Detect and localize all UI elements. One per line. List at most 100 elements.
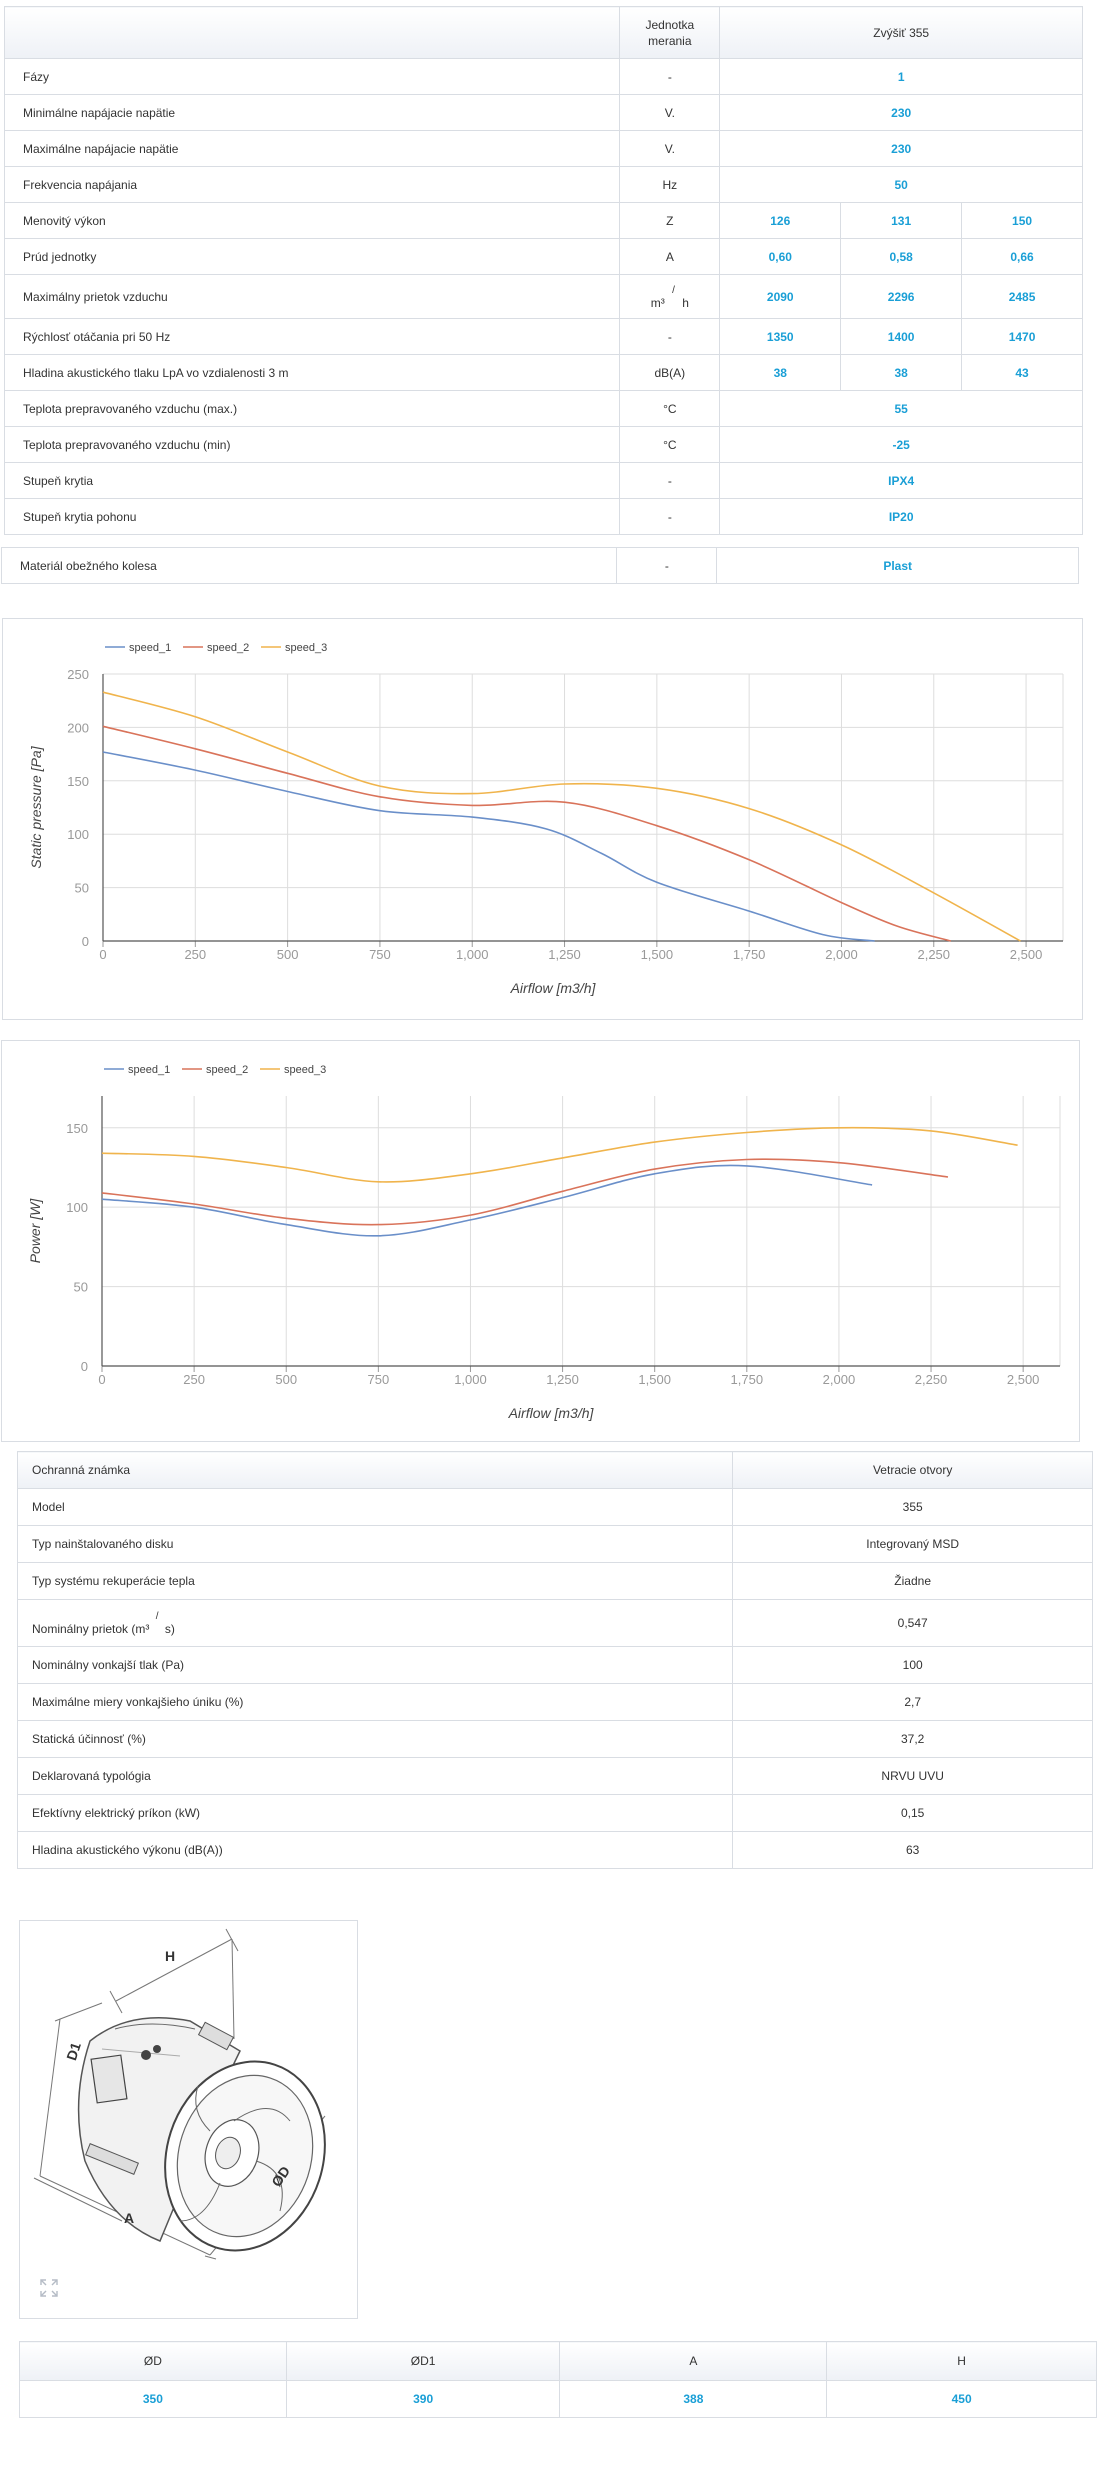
erp-label: Model — [16, 1488, 734, 1526]
erp-label-flow-b: s) — [164, 1621, 175, 1636]
spec-value-speed-3: 150 — [961, 202, 1083, 239]
spec-value: 50 — [719, 166, 1083, 203]
x-tick-label: 1,000 — [454, 1372, 487, 1387]
spec-value-speed-1: 1350 — [719, 318, 842, 355]
spec-value: 230 — [719, 94, 1083, 131]
dimensions-table: ØD ØD1 A H 350 390 388 450 — [19, 2341, 1097, 2418]
erp-row: Maximálne miery vonkajšieho úniku (%) 2,… — [16, 1683, 1093, 1721]
x-tick-label: 2,000 — [823, 1372, 856, 1387]
spec-value-speed-2: 0,58 — [840, 238, 963, 275]
material-table: Materiál obežného kolesa - Plast — [0, 547, 1079, 584]
legend-item[interactable]: speed_1 — [129, 642, 171, 654]
dim-value: 450 — [826, 2380, 1097, 2418]
legend-item[interactable]: speed_3 — [284, 1064, 326, 1076]
spec-unit: V. — [619, 130, 721, 167]
spec-row: Stupeň krytia pohonu - IP20 — [3, 498, 1083, 535]
spec-value-speed-1: 126 — [719, 202, 842, 239]
x-axis-title: Airflow [m3/h] — [510, 980, 597, 996]
x-tick-label: 0 — [99, 947, 106, 962]
erp-value: NRVU UVU — [732, 1757, 1093, 1795]
fan-drawing: H D1 A ØD — [33, 1928, 326, 2260]
spec-value-speed-3: 43 — [961, 354, 1083, 391]
erp-label: Hladina akustického výkonu (dB(A)) — [16, 1831, 734, 1869]
dim-label-a: A — [124, 2210, 134, 2226]
x-tick-label: 250 — [183, 1372, 205, 1387]
spec-value: IPX4 — [719, 462, 1083, 499]
pressure-chart: 0 250 500 750 1,000 1,250 1,500 1,750 2,000 2,250… — [28, 642, 1064, 996]
x-tick-label: 2,500 — [1007, 1372, 1040, 1387]
y-tick-label: 50 — [74, 1280, 88, 1295]
spec-row: Hladina akustického tlaku LpA vo vzdiale… — [3, 354, 1083, 391]
erp-header-label: Ochranná známka — [16, 1451, 734, 1489]
spec-label: Maximálne napájacie napätie — [3, 130, 621, 167]
legend-item[interactable]: speed_2 — [206, 1064, 248, 1076]
spec-row: Maximálne napájacie napätie V. 230 — [3, 130, 1083, 167]
unit-slash: / — [672, 284, 675, 296]
legend-item[interactable]: speed_3 — [285, 642, 327, 654]
spec-value-speed-1: 2090 — [719, 274, 842, 319]
x-tick-label: 1,750 — [733, 947, 766, 962]
legend-item[interactable]: speed_2 — [207, 642, 249, 654]
dim-header: ØD — [19, 2341, 287, 2381]
y-axis-title: Static pressure [Pa] — [28, 745, 44, 868]
expand-icon[interactable] — [39, 2278, 59, 2298]
series-line-speed-1 — [102, 751, 875, 942]
erp-value: Žiadne — [732, 1562, 1093, 1600]
spec-header-unit: Jednotka merania — [619, 6, 721, 59]
spec-label: Hladina akustického tlaku LpA vo vzdiale… — [3, 354, 621, 391]
spec-value-speed-1: 38 — [719, 354, 842, 391]
dimensions-header-row: ØD ØD1 A H — [19, 2341, 1097, 2381]
erp-header-row: Ochranná známka Vetracie otvory — [16, 1451, 1093, 1489]
spec-value: 230 — [719, 130, 1083, 167]
erp-value: 0,547 — [732, 1599, 1093, 1647]
spec-value-speed-3: 2485 — [961, 274, 1083, 319]
y-tick-label: 200 — [67, 720, 89, 735]
erp-row: Nominálny prietok (m³ / s) 0,547 — [16, 1599, 1093, 1647]
spec-header-row: Jednotka merania Zvýšiť 355 — [3, 6, 1083, 59]
spec-unit-airflow: m³ / h — [619, 274, 721, 319]
spec-unit: - — [619, 318, 721, 355]
spec-label: Stupeň krytia pohonu — [3, 498, 621, 535]
spec-label: Stupeň krytia — [3, 462, 621, 499]
y-tick-label: 250 — [67, 667, 89, 682]
dim-value: 390 — [285, 2380, 561, 2418]
spec-row-material: Materiál obežného kolesa - Plast — [0, 547, 1079, 584]
x-tick-label: 1,250 — [548, 947, 581, 962]
erp-label-flow: Nominálny prietok (m³ / s) — [16, 1599, 734, 1647]
series-line-speed-3 — [101, 1126, 1018, 1183]
spec-unit: A — [619, 238, 721, 275]
spec-value: Plast — [716, 547, 1079, 584]
spec-value: -25 — [719, 426, 1083, 463]
x-tick-label: 1,500 — [641, 947, 674, 962]
erp-row: Model 355 — [16, 1488, 1093, 1526]
spec-value-speed-2: 1400 — [840, 318, 963, 355]
spec-row: Stupeň krytia - IPX4 — [3, 462, 1083, 499]
x-tick-label: 2,500 — [1010, 947, 1043, 962]
erp-label: Efektívny elektrický príkon (kW) — [16, 1794, 734, 1832]
spec-label: Prúd jednotky — [3, 238, 621, 275]
legend-item[interactable]: speed_1 — [128, 1064, 170, 1076]
erp-row: Typ systému rekuperácie tepla Žiadne — [16, 1562, 1093, 1600]
dim-value: 388 — [559, 2380, 828, 2418]
x-tick-label: 0 — [98, 1372, 105, 1387]
x-tick-label: 250 — [184, 947, 206, 962]
spec-row: Teplota prepravovaného vzduchu (max.) °C… — [3, 390, 1083, 427]
spec-unit: V. — [619, 94, 721, 131]
fan-drawing-box[interactable]: H D1 A ØD — [19, 1920, 358, 2319]
spec-label: Menovitý výkon — [3, 202, 621, 239]
spec-row: Rýchlosť otáčania pri 50 Hz - 1350 1400 … — [3, 318, 1083, 355]
spec-row: Menovitý výkon Z 126 131 150 — [3, 202, 1083, 239]
erp-row: Statická účinnosť (%) 37,2 — [16, 1720, 1093, 1758]
spec-value-speed-2: 131 — [840, 202, 963, 239]
erp-label: Maximálne miery vonkajšieho úniku (%) — [16, 1683, 734, 1721]
unit-m3: m³ — [650, 295, 665, 310]
x-tick-label: 750 — [369, 947, 391, 962]
erp-label-flow-slash: / — [155, 1610, 159, 1622]
series-line-speed-3 — [102, 691, 1021, 942]
spec-label: Frekvencia napájania — [3, 166, 621, 203]
erp-value: 355 — [732, 1488, 1093, 1526]
spec-value-speed-1: 0,60 — [719, 238, 842, 275]
erp-row: Efektívny elektrický príkon (kW) 0,15 — [16, 1794, 1093, 1832]
erp-label: Typ systému rekuperácie tepla — [16, 1562, 734, 1600]
spec-unit: - — [616, 547, 718, 584]
